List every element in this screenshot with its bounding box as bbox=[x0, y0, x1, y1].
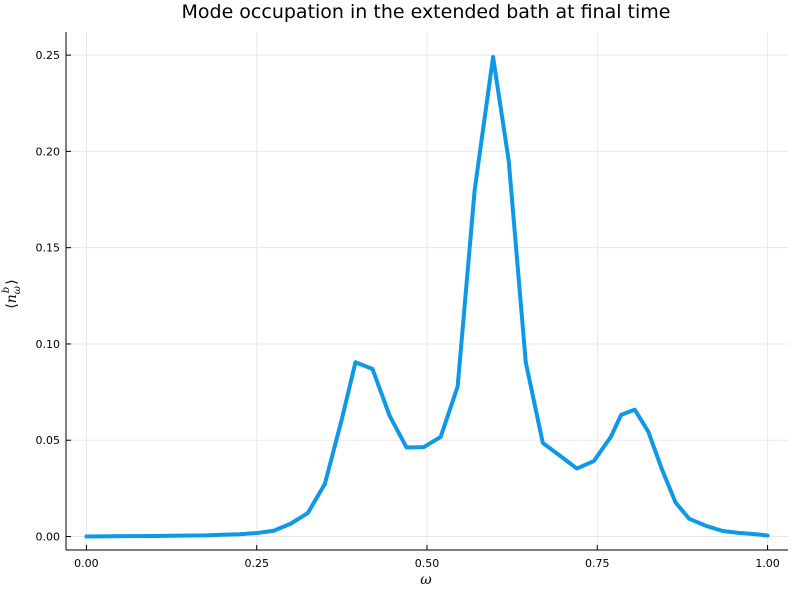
series-line bbox=[84, 55, 770, 539]
y-tick-label: 0.00 bbox=[36, 531, 61, 544]
grid-layer bbox=[66, 32, 788, 550]
y-tick-label: 0.25 bbox=[36, 49, 61, 62]
series-layer bbox=[84, 55, 770, 539]
x-tick-label: 0.75 bbox=[585, 557, 610, 570]
tick-labels: 0.00 0.25 0.50 0.75 1.00 0.00 0.05 0.10 0.15 0.20… bbox=[36, 49, 780, 570]
x-axis-label: ω bbox=[420, 572, 432, 588]
y-label-close: ⟩ bbox=[4, 279, 20, 284]
y-tick-label: 0.10 bbox=[36, 338, 61, 351]
svg-text:⟨nωb⟩: ⟨nωb ⟩ bbox=[1, 279, 23, 309]
y-axis-label: ⟨nωb ⟩ bbox=[1, 279, 23, 309]
axes bbox=[65, 32, 788, 551]
y-tick-label: 0.15 bbox=[36, 242, 61, 255]
y-label-sub: ω bbox=[12, 286, 23, 294]
x-tick-label: 0.00 bbox=[74, 557, 99, 570]
y-tick-label: 0.20 bbox=[36, 145, 61, 158]
x-tick-label: 1.00 bbox=[755, 557, 780, 570]
x-tick-label: 0.25 bbox=[244, 557, 269, 570]
y-label-sup: b bbox=[1, 287, 12, 293]
y-label-open: ⟨ bbox=[4, 303, 20, 308]
chart-title: Mode occupation in the extended bath at … bbox=[182, 1, 671, 23]
y-label-n: n bbox=[4, 294, 20, 303]
y-tick-label: 0.05 bbox=[36, 434, 61, 447]
x-tick-label: 0.50 bbox=[415, 557, 440, 570]
